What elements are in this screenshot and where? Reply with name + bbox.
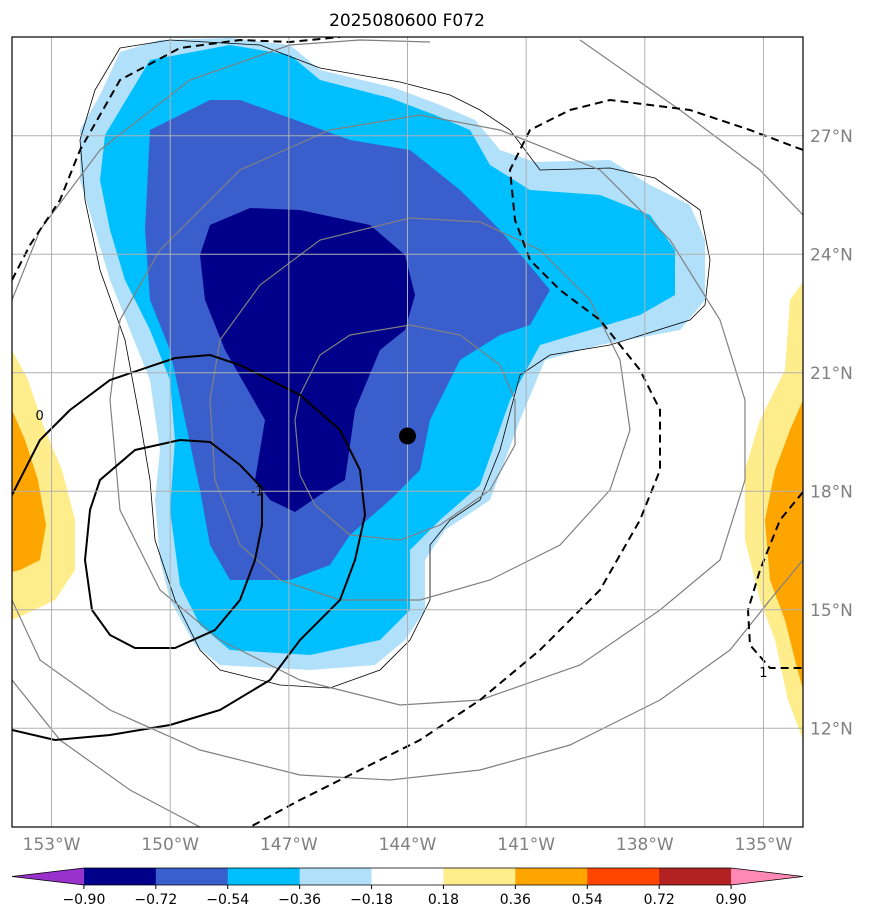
- lat-tick-label: 15°N: [810, 601, 853, 621]
- lon-tick-label: 147°W: [260, 835, 318, 855]
- colorbar-tick-label: 0.90: [716, 892, 747, 908]
- colorbar-bin: [587, 868, 660, 885]
- colorbar-tick-label: −0.72: [134, 892, 177, 908]
- colorbar-tick-label: −0.36: [278, 892, 321, 908]
- lon-tick-label: 153°W: [23, 835, 81, 855]
- colorbar-tick-label: −0.54: [206, 892, 249, 908]
- lat-tick-label: 27°N: [810, 127, 853, 147]
- fill-dark-blue: [200, 208, 415, 512]
- lat-tick-label: 18°N: [810, 482, 853, 502]
- colorbar-tick-label: 0.72: [644, 892, 675, 908]
- graticule: [12, 37, 803, 827]
- longitude-tick-labels: 153°W 150°W 147°W 144°W 141°W 138°W 135°W: [23, 835, 793, 855]
- figure-title: 2025080600 F072: [329, 11, 485, 31]
- lat-tick-label: 21°N: [810, 364, 853, 384]
- colorbar-over-extension: [731, 868, 803, 885]
- fill-orange-right: [765, 400, 803, 690]
- colorbar-bin: [659, 868, 732, 885]
- map-area: [12, 37, 803, 827]
- lon-tick-label: 135°W: [735, 835, 793, 855]
- lon-tick-label: 141°W: [497, 835, 555, 855]
- lon-tick-label: 138°W: [616, 835, 674, 855]
- contour-label: 1: [759, 666, 767, 681]
- map-frame: [11, 36, 804, 828]
- colorbar-tick-label: 0.54: [572, 892, 603, 908]
- lon-tick-label: 144°W: [379, 835, 437, 855]
- lat-tick-label: 24°N: [810, 245, 853, 265]
- colorbar-bin: [443, 868, 516, 885]
- colorbar-tick-label: −0.90: [62, 892, 105, 908]
- gray-rings: [12, 39, 803, 827]
- colorbar-bin: [227, 868, 301, 885]
- colorbar-under-extension: [12, 868, 84, 885]
- latitude-tick-labels: 27°N 24°N 21°N 18°N 15°N 12°N: [810, 127, 853, 740]
- colorbar-bin: [515, 868, 588, 885]
- thin-contour: [79, 39, 711, 689]
- colorbar-tick-label: −0.18: [350, 892, 393, 908]
- contour-label: -1: [251, 484, 264, 499]
- colorbar-bin: [371, 868, 444, 885]
- colorbar-tick-label: 0.36: [500, 892, 531, 908]
- colorbar: −0.90 −0.72 −0.54 −0.36 −0.18 0.18 0.36 0.54 0.7…: [11, 867, 804, 908]
- lat-tick-label: 12°N: [810, 719, 853, 739]
- lon-tick-label: 150°W: [141, 835, 199, 855]
- colorbar-bin: [83, 868, 157, 885]
- colorbar-tick-label: 0.18: [428, 892, 459, 908]
- black-contours: [12, 353, 367, 742]
- contour-label: 0: [36, 409, 44, 424]
- contour-labels: 0 -1 1: [36, 409, 768, 681]
- storm-center-marker: [399, 427, 416, 445]
- colorbar-bin: [299, 868, 373, 885]
- colorbar-bin: [155, 868, 229, 885]
